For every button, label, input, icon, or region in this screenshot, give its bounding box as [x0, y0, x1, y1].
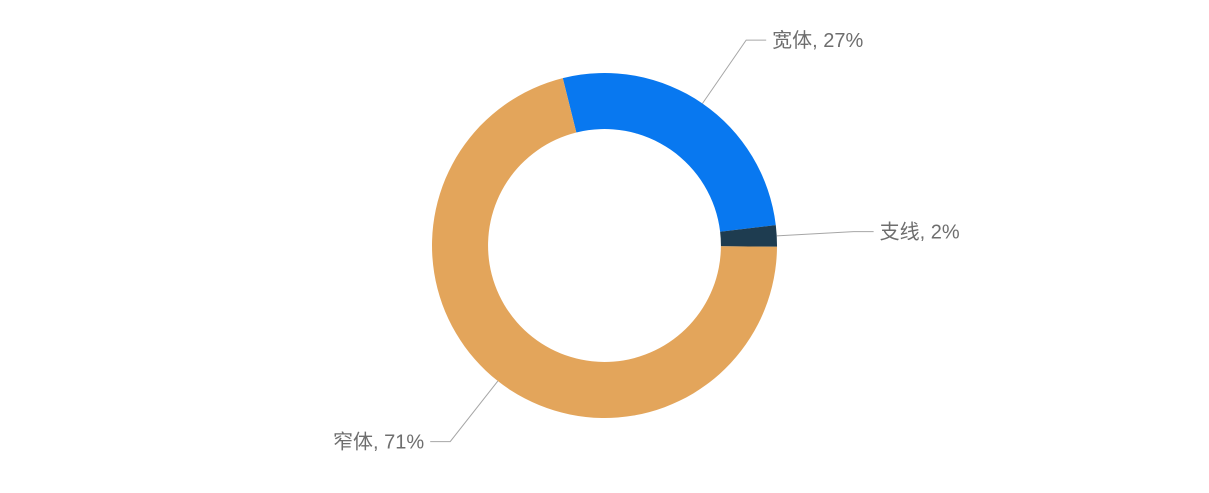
leader-line-支线 [776, 231, 874, 237]
donut-segment-支线[interactable] [720, 225, 778, 247]
leader-line-窄体 [430, 380, 499, 443]
donut-segment-窄体[interactable] [432, 78, 777, 418]
leader-line-宽体 [702, 39, 767, 104]
data-label-窄体: 窄体, 71% [333, 431, 424, 454]
donut-segment-宽体[interactable] [562, 72, 776, 232]
data-label-支线: 支线, 2% [880, 221, 960, 244]
data-label-宽体: 宽体, 27% [772, 29, 863, 52]
